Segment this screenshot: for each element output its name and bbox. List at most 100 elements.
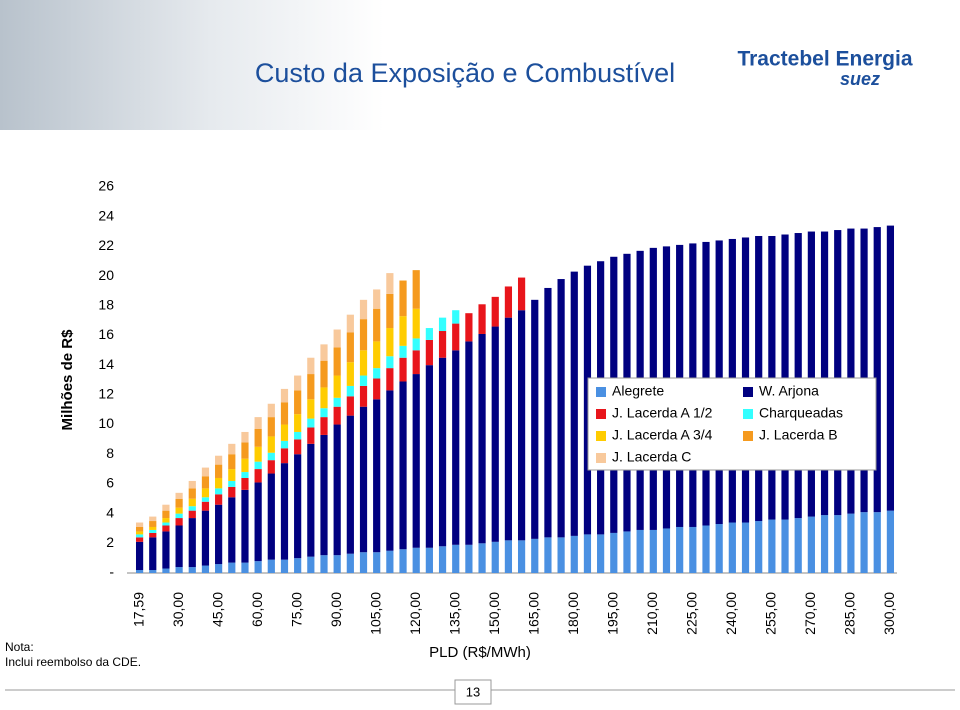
bar-segment [241, 472, 249, 478]
bar-segment [649, 529, 657, 573]
bar-segment [280, 388, 289, 403]
bar-segment [320, 387, 328, 409]
bar-segment [188, 510, 196, 519]
x-tick-label: 270,00 [802, 592, 818, 635]
bar-segment [149, 529, 157, 533]
bar-segment [346, 553, 354, 573]
bar-segment [504, 317, 513, 541]
bar-segment [517, 540, 526, 573]
bar-segment [175, 492, 183, 499]
y-tick-label: 8 [106, 445, 114, 461]
y-tick-label: 12 [98, 386, 114, 402]
y-tick-label: 10 [98, 415, 114, 431]
bar-segment [820, 231, 829, 516]
bar-segment [386, 356, 394, 369]
note-title: Nota: [5, 640, 34, 654]
bar-segment [386, 293, 394, 329]
bar-segment [175, 513, 183, 519]
bar-segment [412, 350, 420, 375]
y-tick-label: 14 [98, 356, 114, 372]
bar-segment [228, 480, 236, 487]
bar-segment [860, 512, 868, 573]
bar-segment [320, 344, 328, 361]
bar-segment [768, 519, 776, 573]
bar-segment [346, 396, 354, 416]
bar-segment [294, 439, 302, 455]
bar-segment [570, 535, 578, 573]
bar-segment [333, 347, 341, 376]
note: Inclui reembolso da CDE. [5, 655, 141, 669]
bar-segment [228, 469, 236, 481]
bar-segment [491, 541, 499, 573]
x-tick-label: 180,00 [565, 592, 581, 635]
bar-segment [847, 228, 855, 514]
logo-sub: suez [840, 69, 880, 89]
bar-segment [241, 458, 249, 473]
bar-segment [715, 524, 723, 573]
bar-segment [280, 424, 289, 441]
bar-segment [452, 544, 460, 573]
bar-segment [425, 547, 433, 573]
bar-segment [597, 534, 605, 573]
bar-segment [188, 480, 196, 489]
bar-segment [465, 341, 473, 545]
bar-segment [373, 341, 381, 369]
bar-segment [636, 529, 644, 573]
x-tick-label: 240,00 [723, 592, 739, 635]
bar-segment [267, 436, 275, 453]
bar-segment [834, 230, 842, 516]
bar-segment [294, 558, 302, 573]
bar-segment [320, 408, 328, 418]
bar-segment [294, 390, 302, 415]
bar-segment [307, 418, 315, 428]
bar-segment [425, 339, 433, 366]
y-tick-label: 22 [98, 237, 114, 253]
bar-segment [175, 518, 183, 526]
bar-segment [175, 507, 183, 514]
bar-segment [215, 488, 223, 495]
bar-segment [215, 464, 223, 478]
bar-segment [280, 402, 289, 425]
bar-segment [149, 532, 157, 538]
legend-label: W. Arjona [759, 383, 819, 399]
bar-segment [215, 477, 223, 489]
bar-segment [346, 385, 354, 397]
bar-segment [215, 504, 223, 565]
bar-segment [373, 308, 381, 342]
chart-title: Custo da Exposição e Combustível [255, 58, 675, 88]
bar-segment [162, 510, 170, 519]
bar-segment [228, 497, 236, 563]
bar-segment [478, 333, 486, 544]
bar-segment [307, 443, 315, 557]
bar-segment [386, 273, 394, 294]
bar-segment [135, 534, 144, 538]
bar-segment [820, 515, 829, 573]
bar-segment [228, 486, 236, 498]
legend-swatch [596, 453, 606, 463]
x-tick-label: 75,00 [288, 592, 304, 627]
legend-label: Charqueadas [759, 405, 843, 421]
bar-segment [280, 463, 289, 560]
bar-segment [254, 428, 262, 447]
bar-segment [504, 540, 513, 573]
bar-segment [188, 567, 196, 573]
x-tick-label: 150,00 [486, 592, 502, 635]
bar-segment [359, 299, 368, 320]
bar-segment [135, 541, 144, 571]
bar-segment [254, 469, 262, 483]
bar-segment [412, 270, 420, 309]
legend-swatch [743, 431, 753, 441]
bar-segment [399, 357, 407, 382]
bar-segment [307, 357, 315, 375]
bar-segment [702, 525, 710, 573]
bar-segment [491, 326, 499, 542]
x-tick-label: 135,00 [446, 592, 462, 635]
bar-segment [333, 329, 341, 348]
page-box [454, 679, 492, 705]
x-tick-label: 225,00 [684, 592, 700, 635]
bar-segment [267, 460, 275, 474]
bar-segment [135, 526, 144, 532]
bar-segment [201, 488, 210, 498]
bar-segment [254, 417, 262, 429]
